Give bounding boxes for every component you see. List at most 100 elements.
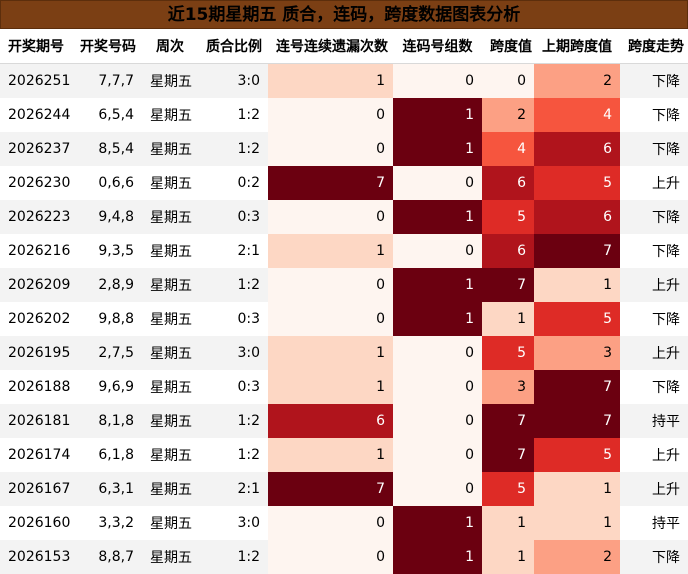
cell-ratio: 3:0 bbox=[198, 506, 268, 540]
cell-issue: 2026230 bbox=[0, 166, 72, 200]
cell-issue: 2026237 bbox=[0, 132, 72, 166]
cell-span: 1 bbox=[482, 506, 534, 540]
table-row: 2026167 6,3,1 星期五 2:1 7 0 5 1 上升 bbox=[0, 472, 688, 506]
cell-trend: 下降 bbox=[620, 200, 688, 234]
cell-week: 星期五 bbox=[142, 336, 198, 370]
header-numbers: 开奖号码 bbox=[72, 29, 142, 64]
cell-groups: 0 bbox=[393, 166, 482, 200]
cell-prev-span: 1 bbox=[534, 268, 620, 302]
table-row: 2026244 6,5,4 星期五 1:2 0 1 2 4 下降 bbox=[0, 98, 688, 132]
cell-numbers: 9,8,8 bbox=[72, 302, 142, 336]
cell-ratio: 0:2 bbox=[198, 166, 268, 200]
cell-prev-span: 2 bbox=[534, 540, 620, 574]
cell-issue: 2026202 bbox=[0, 302, 72, 336]
header-prev-span: 上期跨度值 bbox=[534, 29, 620, 64]
table-row: 2026188 9,6,9 星期五 0:3 1 0 3 7 下降 bbox=[0, 370, 688, 404]
cell-trend: 下降 bbox=[620, 302, 688, 336]
table-body: 2026251 7,7,7 星期五 3:0 1 0 0 2 下降 2026244 6,5,4 星期五 1… bbox=[0, 63, 688, 574]
cell-prev-span: 1 bbox=[534, 472, 620, 506]
table-row: 2026209 2,8,9 星期五 1:2 0 1 7 1 上升 bbox=[0, 268, 688, 302]
header-miss: 连号连续遗漏次数 bbox=[268, 29, 393, 64]
cell-groups: 0 bbox=[393, 404, 482, 438]
cell-groups: 0 bbox=[393, 234, 482, 268]
cell-miss: 1 bbox=[268, 336, 393, 370]
cell-week: 星期五 bbox=[142, 234, 198, 268]
cell-span: 1 bbox=[482, 302, 534, 336]
cell-prev-span: 2 bbox=[534, 63, 620, 98]
cell-numbers: 9,6,9 bbox=[72, 370, 142, 404]
cell-trend: 上升 bbox=[620, 472, 688, 506]
table-row: 2026237 8,5,4 星期五 1:2 0 1 4 6 下降 bbox=[0, 132, 688, 166]
cell-numbers: 8,8,7 bbox=[72, 540, 142, 574]
cell-numbers: 8,5,4 bbox=[72, 132, 142, 166]
cell-miss: 1 bbox=[268, 370, 393, 404]
cell-issue: 2026181 bbox=[0, 404, 72, 438]
cell-trend: 持平 bbox=[620, 404, 688, 438]
cell-miss: 1 bbox=[268, 438, 393, 472]
cell-span: 4 bbox=[482, 132, 534, 166]
cell-numbers: 6,1,8 bbox=[72, 438, 142, 472]
cell-numbers: 6,3,1 bbox=[72, 472, 142, 506]
cell-numbers: 3,3,2 bbox=[72, 506, 142, 540]
cell-trend: 下降 bbox=[620, 132, 688, 166]
cell-issue: 2026209 bbox=[0, 268, 72, 302]
table-row: 2026195 2,7,5 星期五 3:0 1 0 5 3 上升 bbox=[0, 336, 688, 370]
cell-groups: 1 bbox=[393, 132, 482, 166]
cell-miss: 1 bbox=[268, 63, 393, 98]
cell-ratio: 1:2 bbox=[198, 268, 268, 302]
cell-numbers: 9,3,5 bbox=[72, 234, 142, 268]
cell-issue: 2026216 bbox=[0, 234, 72, 268]
cell-issue: 2026251 bbox=[0, 63, 72, 98]
cell-span: 1 bbox=[482, 540, 534, 574]
cell-issue: 2026153 bbox=[0, 540, 72, 574]
header-ratio: 质合比例 bbox=[198, 29, 268, 64]
cell-prev-span: 5 bbox=[534, 166, 620, 200]
cell-ratio: 0:3 bbox=[198, 302, 268, 336]
cell-ratio: 2:1 bbox=[198, 234, 268, 268]
cell-groups: 1 bbox=[393, 98, 482, 132]
cell-issue: 2026167 bbox=[0, 472, 72, 506]
cell-miss: 0 bbox=[268, 302, 393, 336]
cell-trend: 下降 bbox=[620, 63, 688, 98]
cell-week: 星期五 bbox=[142, 472, 198, 506]
cell-groups: 0 bbox=[393, 370, 482, 404]
cell-issue: 2026244 bbox=[0, 98, 72, 132]
cell-prev-span: 6 bbox=[534, 200, 620, 234]
cell-prev-span: 6 bbox=[534, 132, 620, 166]
cell-numbers: 0,6,6 bbox=[72, 166, 142, 200]
cell-issue: 2026195 bbox=[0, 336, 72, 370]
cell-issue: 2026174 bbox=[0, 438, 72, 472]
header-groups: 连码号组数 bbox=[393, 29, 482, 64]
cell-trend: 下降 bbox=[620, 370, 688, 404]
cell-miss: 0 bbox=[268, 268, 393, 302]
cell-ratio: 1:2 bbox=[198, 98, 268, 132]
header-trend: 跨度走势 bbox=[620, 29, 688, 64]
cell-week: 星期五 bbox=[142, 370, 198, 404]
cell-groups: 0 bbox=[393, 336, 482, 370]
cell-ratio: 1:2 bbox=[198, 404, 268, 438]
cell-ratio: 3:0 bbox=[198, 336, 268, 370]
cell-groups: 1 bbox=[393, 200, 482, 234]
table-row: 2026223 9,4,8 星期五 0:3 0 1 5 6 下降 bbox=[0, 200, 688, 234]
cell-ratio: 1:2 bbox=[198, 540, 268, 574]
cell-trend: 下降 bbox=[620, 234, 688, 268]
cell-groups: 1 bbox=[393, 540, 482, 574]
cell-prev-span: 7 bbox=[534, 234, 620, 268]
cell-trend: 下降 bbox=[620, 540, 688, 574]
cell-numbers: 7,7,7 bbox=[72, 63, 142, 98]
cell-week: 星期五 bbox=[142, 302, 198, 336]
cell-week: 星期五 bbox=[142, 506, 198, 540]
cell-groups: 1 bbox=[393, 506, 482, 540]
cell-miss: 0 bbox=[268, 506, 393, 540]
cell-week: 星期五 bbox=[142, 438, 198, 472]
cell-prev-span: 5 bbox=[534, 302, 620, 336]
cell-week: 星期五 bbox=[142, 404, 198, 438]
cell-groups: 1 bbox=[393, 268, 482, 302]
cell-ratio: 3:0 bbox=[198, 63, 268, 98]
cell-groups: 0 bbox=[393, 472, 482, 506]
cell-miss: 0 bbox=[268, 132, 393, 166]
cell-span: 7 bbox=[482, 268, 534, 302]
cell-week: 星期五 bbox=[142, 268, 198, 302]
cell-miss: 1 bbox=[268, 234, 393, 268]
table-row: 2026216 9,3,5 星期五 2:1 1 0 6 7 下降 bbox=[0, 234, 688, 268]
